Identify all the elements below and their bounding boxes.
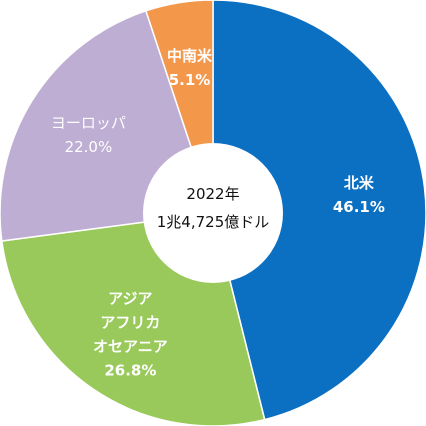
- slice-label-3-0: 中南米: [167, 47, 213, 65]
- slice-percent-0: 46.1%: [333, 198, 385, 216]
- slice-label-1-2: オセアニア: [93, 338, 168, 356]
- slice-label-1-0: アジア: [108, 290, 152, 308]
- slice-label-1-1: アフリカ: [100, 314, 160, 332]
- slice-label-2-0: ヨーロッパ: [51, 114, 126, 132]
- slice-percent-1: 26.8%: [104, 362, 156, 380]
- center-title: 2022年: [186, 185, 239, 203]
- slice-percent-2: 22.0%: [65, 138, 113, 156]
- slice-label-0-0: 北米: [344, 174, 375, 192]
- center-total: 1兆4,725億ドル: [157, 213, 270, 231]
- pie-slice-0: [212, 0, 426, 421]
- slice-percent-3: 5.1%: [169, 71, 211, 89]
- center-hole: [143, 143, 283, 283]
